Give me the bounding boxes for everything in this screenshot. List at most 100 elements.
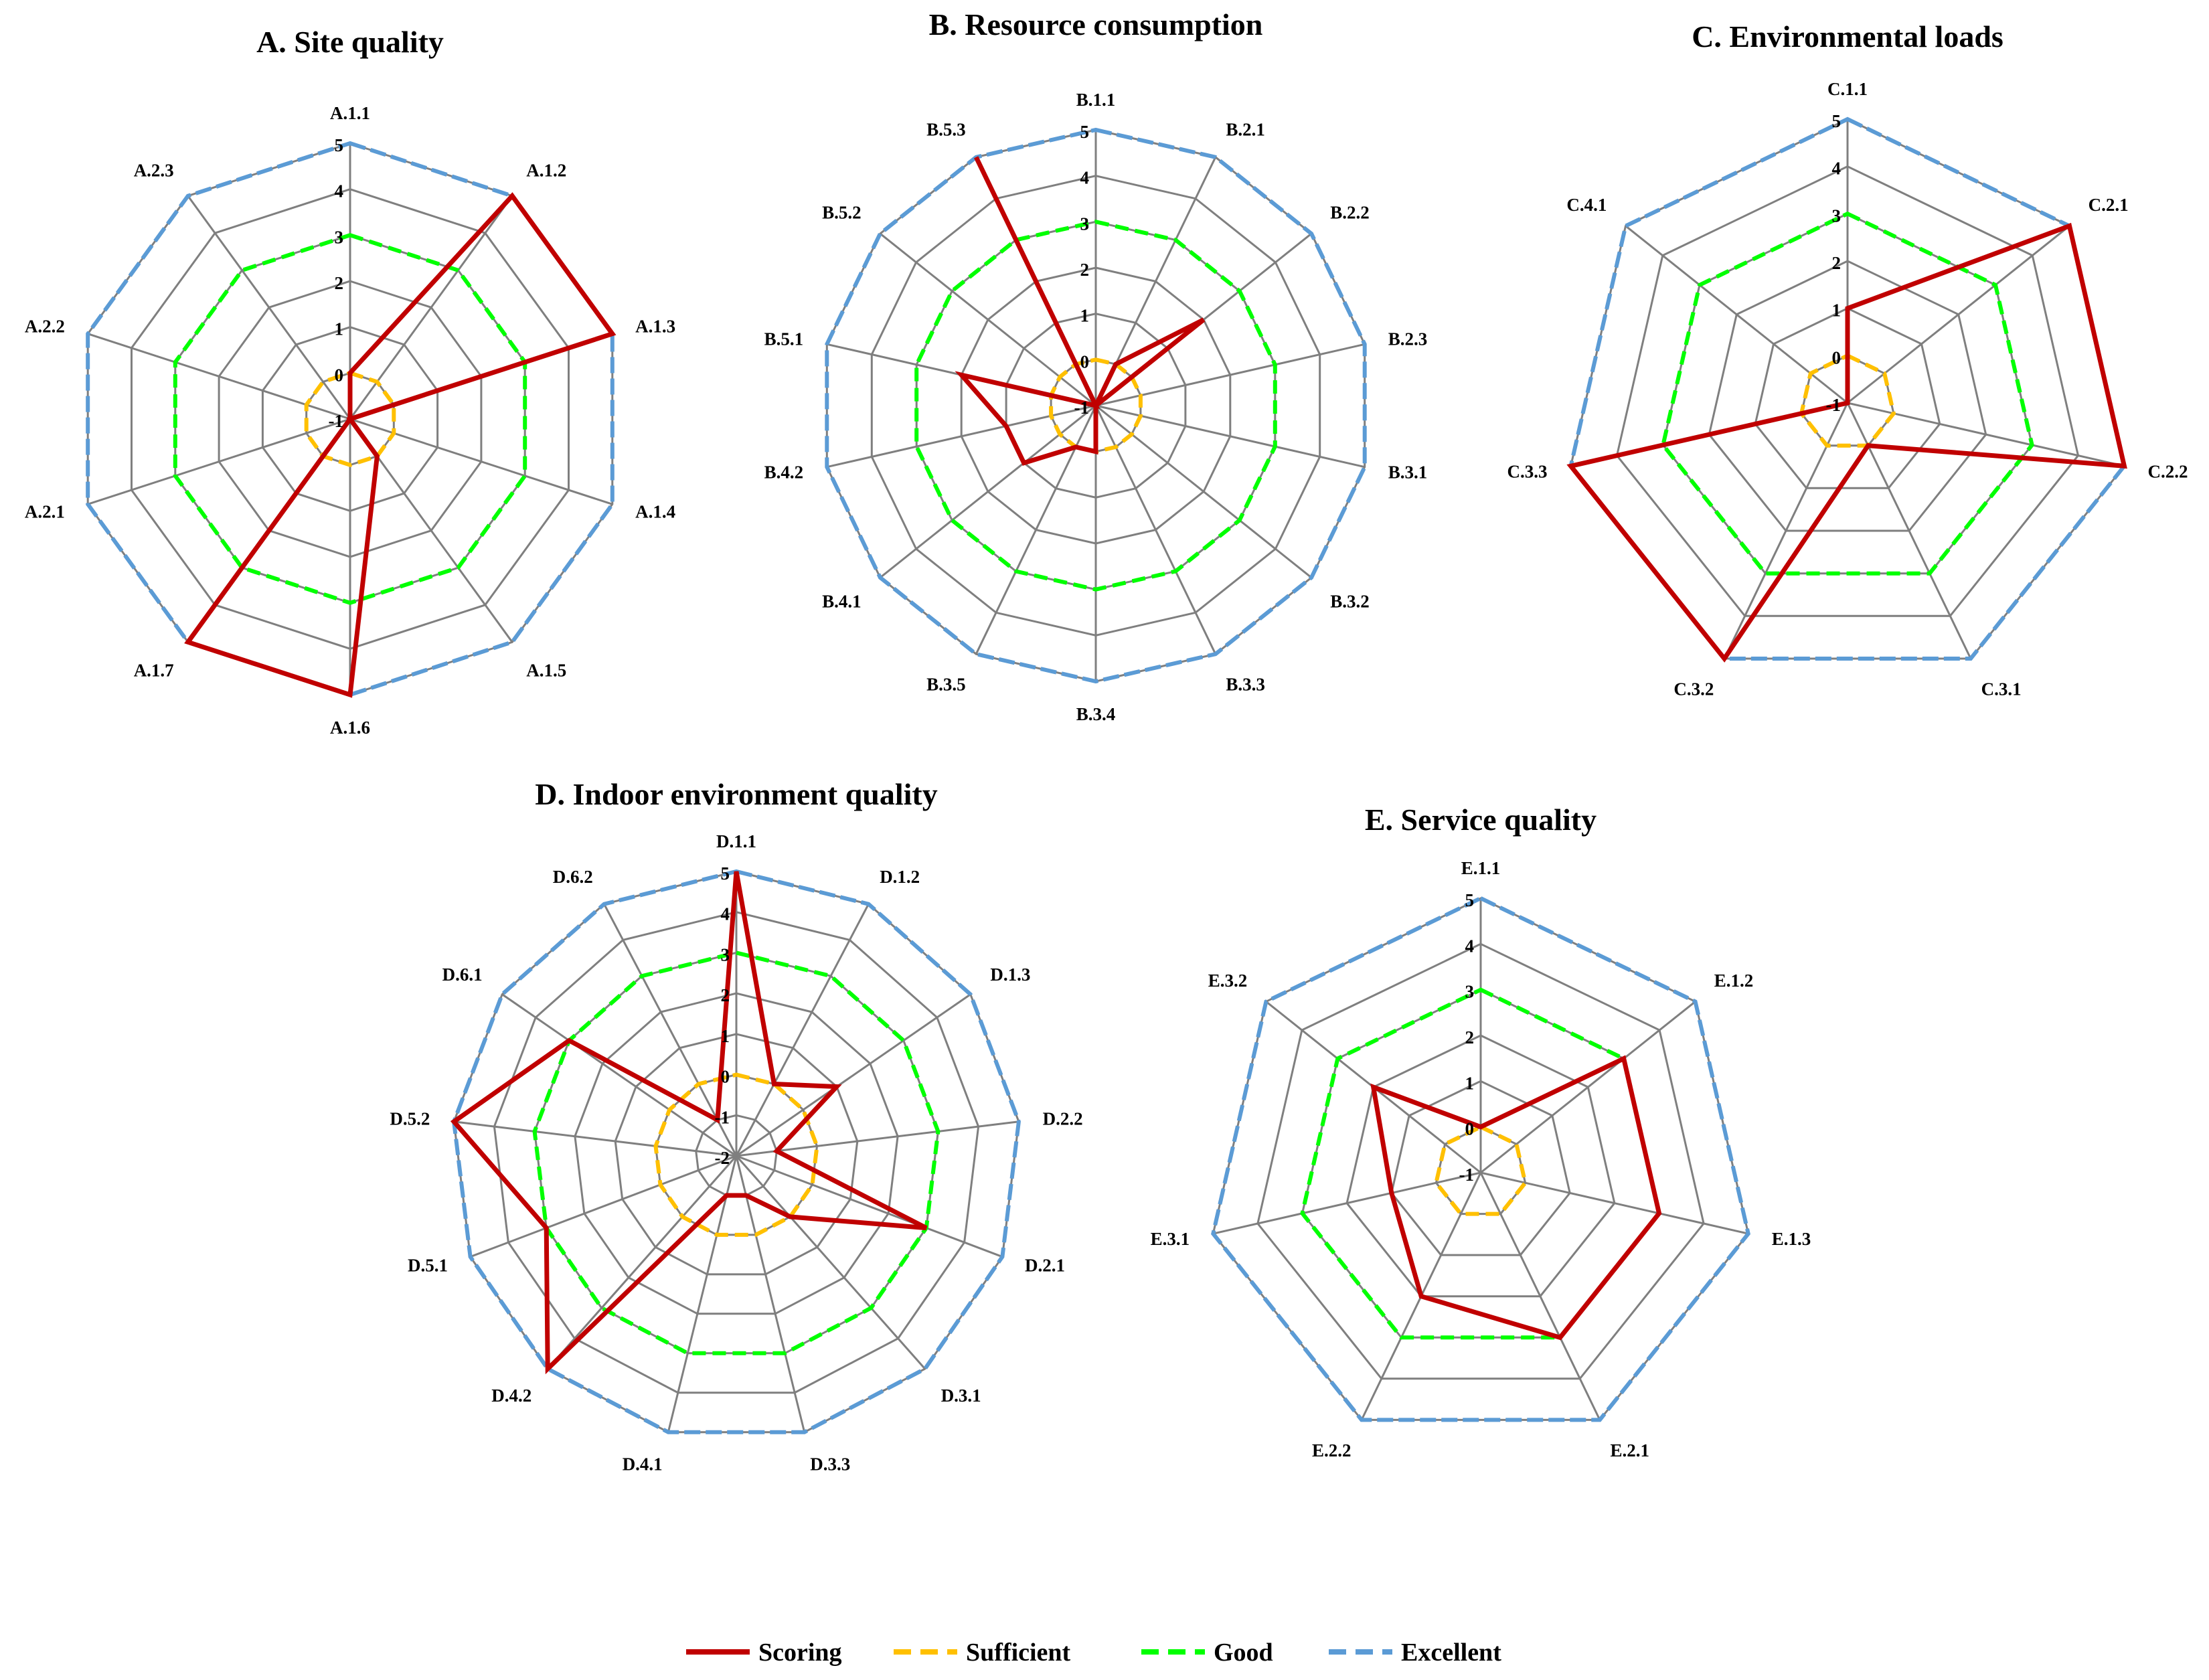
tick-label: 5 [721,863,730,884]
grid-spoke [735,1155,926,1370]
chart-title: A. Site quality [256,25,444,59]
axis-label-b-4-1: B.4.1 [822,591,862,611]
grid-spoke [735,1155,806,1433]
tick-label: 4 [335,181,344,201]
grid-ring [1615,165,2080,617]
grid-spoke [1480,1001,1696,1174]
legend-label-good: Good [1214,1639,1273,1667]
axis-label-e-1-1: E.1.1 [1461,858,1501,878]
legend-item-good: Good [1141,1639,1273,1667]
tick-label: 0 [1465,1119,1475,1139]
tick-label: 3 [721,944,730,964]
chart-title: B. Resource consumption [929,7,1263,41]
axis-label-d-1-1: D.1.1 [716,831,756,851]
series-scoring [955,156,1206,466]
tick-label: -1 [1459,1165,1475,1185]
grid-spoke [1480,1171,1749,1235]
axis-label-d-6-2: D.6.2 [553,867,593,887]
chart-title: C. Environmental loads [1692,19,2003,54]
axis-label-a-1-3: A.1.3 [635,317,675,337]
grid-ring [1256,942,1705,1380]
axis-label-b-2-3: B.2.3 [1388,329,1428,349]
axis-label-e-2-1: E.2.1 [1611,1440,1650,1460]
axis-label-b-5-3: B.5.3 [926,119,966,139]
tick-label: 5 [1465,890,1475,910]
grid-spoke [736,1155,1003,1258]
tick-label: 0 [721,1067,730,1087]
axis-label-d-5-2: D.5.2 [390,1108,430,1128]
axis-label-d-4-2: D.4.2 [491,1385,531,1406]
axis-label-a-1-7: A.1.7 [134,660,174,680]
tick-label: -1 [1826,395,1842,415]
axis-label-b-5-1: B.5.1 [764,329,804,349]
axis-label-b-1-1: B.1.1 [1076,90,1116,110]
grid-ring [614,1033,859,1276]
series-sufficient [304,371,396,467]
grid-spoke [736,1120,1019,1157]
tick-label: 1 [1832,301,1842,321]
tick-label: -2 [715,1148,730,1168]
grid-spoke [547,1155,738,1370]
axis-label-c-3-3: C.3.3 [1507,461,1548,481]
legend: Scoring Sufficient Good Excellent [686,1639,1501,1667]
tick-label: 1 [721,1026,730,1046]
resource-consumption-radar: B. Resource consumption -1 0 1 2 3 4 5 B.1.1 B.2.… [764,7,1428,724]
grid-spoke [736,993,971,1157]
grid-spoke [667,1155,738,1433]
tick-label: 1 [1465,1073,1475,1093]
tick-label: 0 [1832,347,1842,367]
grid-spoke [501,993,737,1157]
axis-label-d-4-1: D.4.1 [623,1454,663,1475]
tick-label: 0 [335,365,344,385]
series-sufficient [653,1072,819,1237]
axis-label-b-2-1: B.2.1 [1226,119,1265,139]
legend-item-sufficient: Sufficient [894,1639,1071,1667]
tick-label: 3 [335,227,344,247]
legend-item-scoring: Scoring [686,1639,842,1667]
series-excellent [825,127,1367,684]
grid-spoke [470,1155,737,1258]
axis-label-e-1-2: E.1.2 [1714,971,1754,991]
tick-label: -1 [715,1107,730,1127]
grid-spoke [1212,1171,1481,1235]
grid-ring [1754,307,1941,489]
tick-label: 1 [335,319,344,339]
axis-label-b-5-2: B.5.2 [822,203,862,223]
series-scoring [1370,1055,1662,1341]
axis-label-a-2-2: A.2.2 [25,317,65,337]
environmental-loads-radar: C. Environmental loads -1 0 1 2 3 4 5 C.1.1 C.2.1… [1507,19,2188,699]
tick-label: 1 [1080,306,1090,326]
axis-label-b-3-1: B.3.1 [1388,463,1428,483]
legend-item-excellent: Excellent [1329,1639,1501,1667]
axis-label-d-2-2: D.2.2 [1043,1108,1083,1128]
axis-label-b-3-5: B.3.5 [926,675,966,695]
axis-label-d-1-3: D.1.3 [990,964,1030,985]
axis-label-e-3-2: E.3.2 [1208,971,1248,991]
axis-label-c-2-2: C.2.2 [2148,461,2188,481]
axis-label-d-1-2: D.1.2 [880,867,920,887]
tick-label: 3 [1080,214,1090,234]
axis-label-a-1-2: A.1.2 [526,161,566,181]
tick-label: -1 [1074,398,1090,418]
tick-label: 3 [1465,982,1475,1002]
indoor-environment-quality-radar: D. Indoor environment quality -2 -1 0 1 2 3 4 5 D… [390,777,1082,1475]
axis-label-c-2-1: C.2.1 [2089,195,2129,215]
axis-label-a-1-5: A.1.5 [526,660,566,680]
service-quality-radar: E. Service quality -1 0 1 2 3 4 5 E.1.1 E.1.2 E.1.… [1151,803,1811,1460]
axis-label-b-3-2: B.3.2 [1330,591,1370,611]
tick-label: 0 [1080,351,1090,371]
axis-label-b-3-4: B.3.4 [1076,704,1116,724]
grid-spoke [87,418,351,505]
tick-label: 2 [1465,1027,1475,1047]
tick-label: 5 [335,135,344,155]
chart-title: E. Service quality [1365,803,1597,837]
axis-label-e-2-2: E.2.2 [1312,1440,1352,1460]
grid-ring [1212,897,1750,1421]
axis-label-c-4-1: C.4.1 [1566,195,1607,215]
grid-ring [1345,1034,1616,1298]
series-good [173,233,527,605]
series-excellent [452,869,1021,1434]
axis-label-c-3-1: C.3.1 [1981,679,2022,699]
